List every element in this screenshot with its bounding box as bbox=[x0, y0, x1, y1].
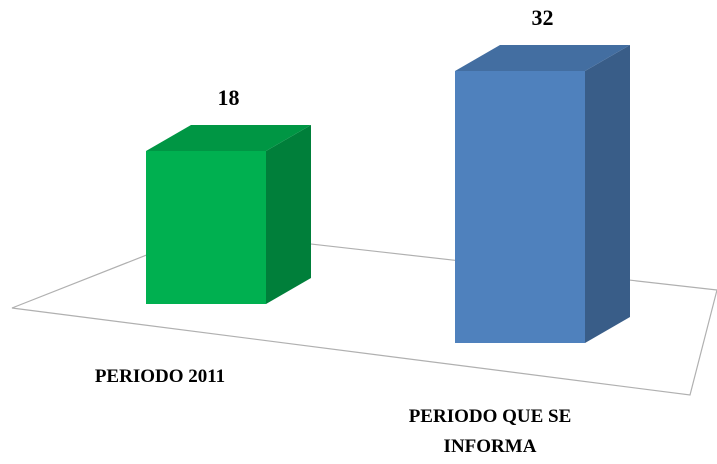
bar-side bbox=[266, 125, 311, 304]
bar bbox=[455, 71, 585, 343]
category-label: PERIODO QUE SE INFORMA bbox=[408, 406, 572, 457]
data-label: 18 bbox=[218, 85, 240, 110]
data-label: 32 bbox=[532, 5, 554, 30]
bar-side bbox=[585, 45, 630, 343]
bar bbox=[146, 151, 266, 304]
bar-top bbox=[455, 45, 630, 71]
category-label: PERIODO 2011 bbox=[94, 366, 226, 387]
bar-top bbox=[146, 125, 311, 151]
